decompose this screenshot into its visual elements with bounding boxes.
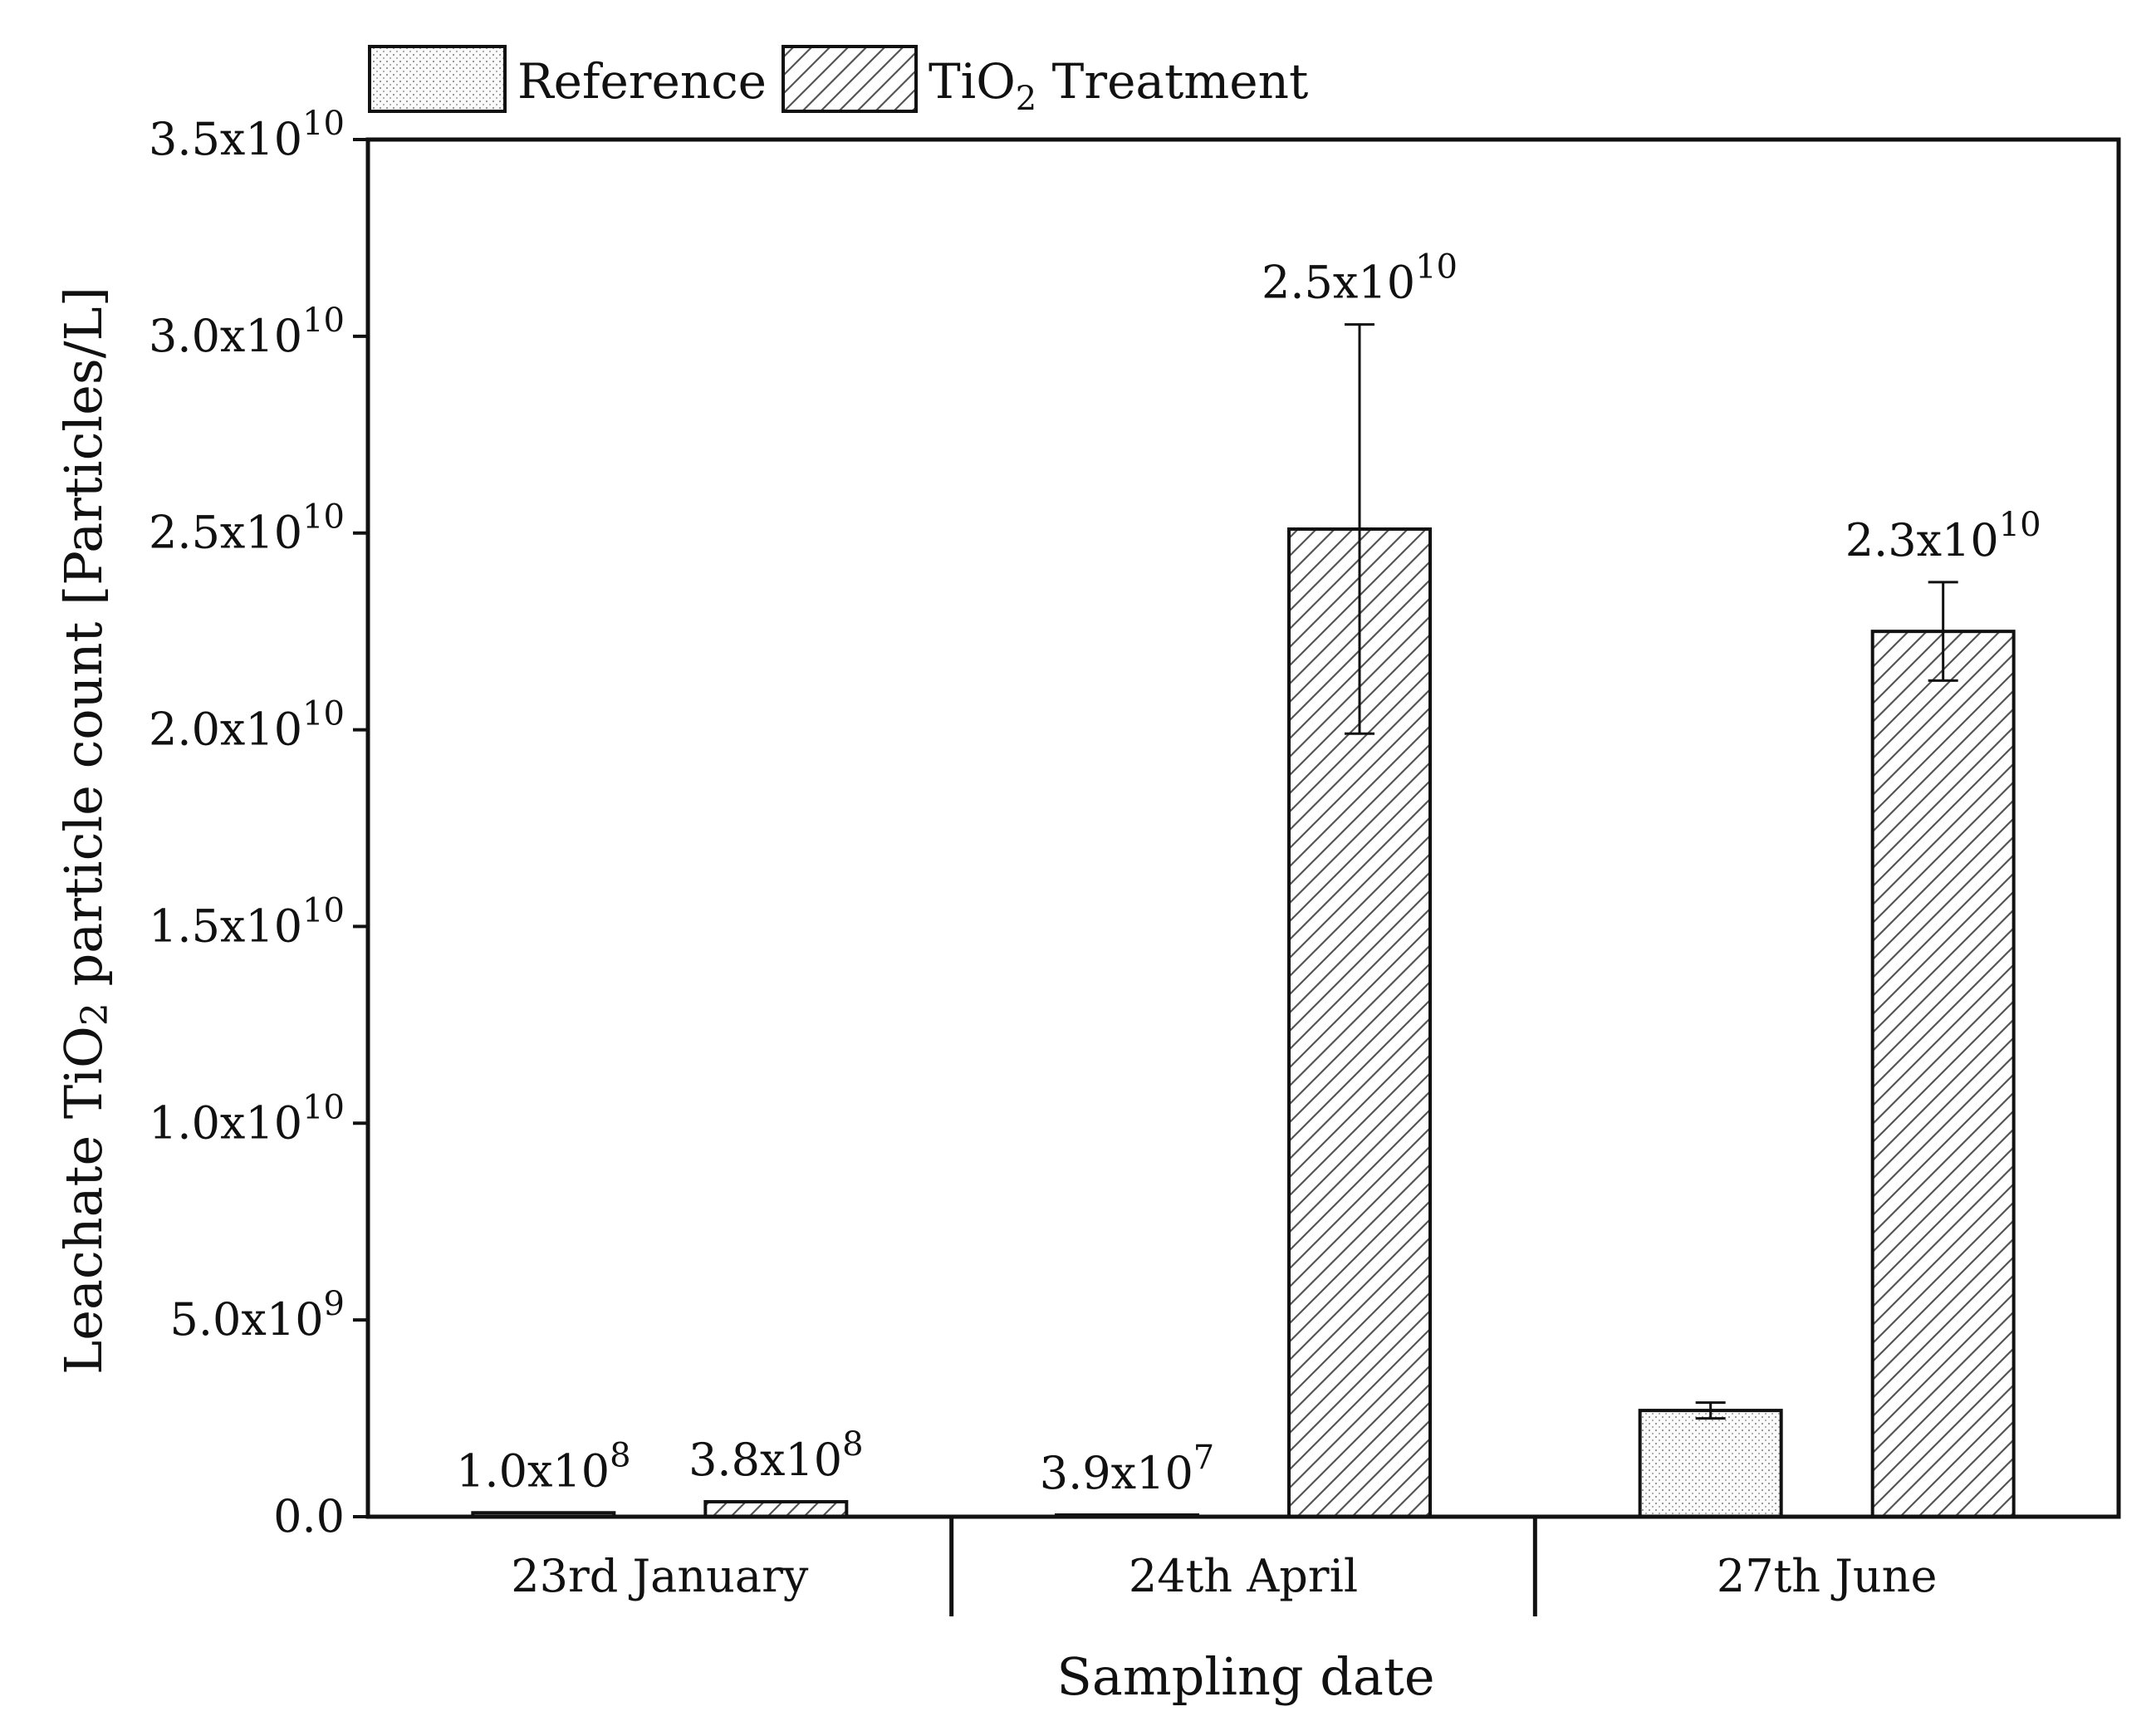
- legend-swatch-reference: [368, 45, 507, 113]
- data-labels: 1.0x108 3.9x107 3.8x108 2.5x1010 2.3x1010: [456, 248, 2041, 1500]
- x-tick-label: 23rd January: [511, 1550, 809, 1602]
- legend-swatch-tio2-treatment: [782, 45, 918, 113]
- data-label: 3.9x107: [1040, 1439, 1215, 1499]
- plot-frame: [365, 137, 2121, 1519]
- y-tick-label: 1.5x1010: [149, 891, 345, 952]
- x-axis-title: Sampling date: [1056, 1646, 1434, 1707]
- legend: Reference TiO2 Treatment: [368, 45, 1308, 118]
- bars: [471, 527, 2016, 1519]
- y-axis-title: Leachate TiO2 particle count [Particles/…: [53, 287, 116, 1375]
- data-label: 2.3x1010: [1845, 506, 2041, 566]
- x-axis: 23rd January 24th April 27th June: [511, 1517, 1937, 1616]
- y-tick-label: 2.5x1010: [149, 498, 345, 559]
- legend-label-tio2-treatment: TiO2 Treatment: [929, 53, 1308, 118]
- data-label: 1.0x108: [456, 1436, 631, 1497]
- legend-label-reference: Reference: [517, 53, 767, 110]
- y-tick-label: 2.0x1010: [149, 695, 345, 756]
- x-tick-label: 24th April: [1129, 1550, 1358, 1602]
- data-label: 3.8x108: [688, 1425, 863, 1486]
- y-axis: 0.0 5.0x109 1.0x1010 1.5x1010 2.0x1010 2.5x10…: [149, 105, 368, 1542]
- y-tick-label: 1.0x1010: [149, 1088, 345, 1149]
- y-tick-label: 3.0x1010: [149, 302, 345, 362]
- error-bars: [1345, 323, 1958, 1420]
- bar: [703, 1499, 849, 1519]
- y-tick-label: 5.0x109: [170, 1285, 345, 1346]
- bar: [1870, 630, 2016, 1519]
- data-label: 2.5x1010: [1262, 248, 1458, 309]
- bar: [1638, 1409, 1783, 1519]
- x-tick-label: 27th June: [1717, 1550, 1938, 1602]
- y-tick-label: 0.0: [273, 1490, 345, 1542]
- y-tick-label: 3.5x1010: [149, 105, 345, 165]
